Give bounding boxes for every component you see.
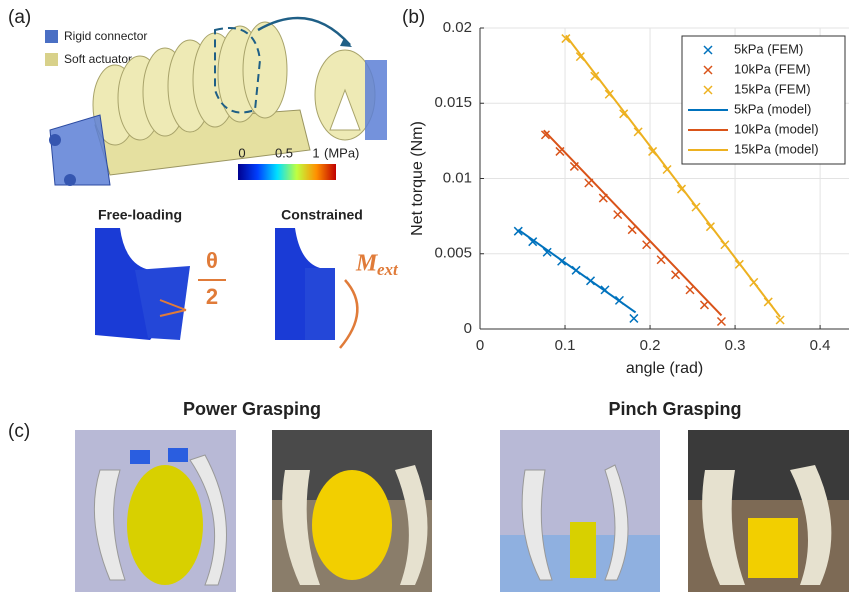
case-title: Constrained	[281, 207, 363, 223]
y-tick-label: 0.015	[434, 94, 472, 111]
y-tick-label: 0.02	[443, 19, 472, 36]
legend-label: 10kPa (model)	[734, 121, 819, 136]
y-tick-label: 0.01	[443, 169, 472, 186]
x-tick-label: 0	[476, 337, 484, 354]
photo-title: Pinch Grasping	[608, 399, 741, 419]
angle-denominator: 2	[206, 284, 218, 309]
x-tick-label: 0.2	[640, 337, 661, 354]
legend-label: 15kPa (FEM)	[734, 81, 811, 96]
colorbar-tick: 1	[312, 145, 319, 160]
legend-label: 5kPa (FEM)	[734, 41, 803, 56]
legend-label: 15kPa (model)	[734, 141, 819, 156]
panel-label: (c)	[8, 421, 30, 442]
legend-text: Soft actuator	[64, 52, 132, 66]
legend-text: Rigid connector	[64, 29, 147, 43]
panel-label: (b)	[402, 7, 425, 28]
photo	[688, 430, 849, 592]
x-tick-label: 0.1	[555, 337, 576, 354]
case-title: Free-loading	[98, 207, 182, 223]
colorbar-tick: 0	[238, 145, 245, 160]
colorbar	[238, 164, 336, 180]
photo	[272, 430, 432, 592]
x-axis-label: angle (rad)	[626, 360, 703, 377]
sim-image	[500, 430, 660, 592]
angle-numerator: θ	[206, 248, 218, 273]
legend: 5kPa (FEM) 10kPa (FEM) 15kPa (FEM) 5kPa (mo…	[682, 36, 845, 164]
moment-subscript: ext	[377, 260, 399, 279]
legend-label: 10kPa (FEM)	[734, 61, 811, 76]
y-tick-label: 0.005	[434, 245, 472, 262]
legend-label: 5kPa (model)	[734, 101, 811, 116]
x-tick-label: 0.3	[725, 337, 746, 354]
colorbar-tick: 0.5	[275, 145, 293, 160]
photo-title: Power Grasping	[183, 399, 321, 419]
colorbar-unit: (MPa)	[324, 145, 359, 160]
x-tick-label: 0.4	[810, 337, 831, 354]
legend-swatch	[45, 30, 58, 43]
sim-image	[75, 430, 236, 592]
y-axis-label: Net torque (Nm)	[409, 121, 426, 236]
y-tick-label: 0	[464, 320, 472, 337]
chart: 0 0.1 0.2 0.3 0.4 0 0.005 0.01 0.015 0.02 angle (r…	[409, 19, 849, 377]
page: {"panel_a": {"label": "(a)", "legend": […	[0, 0, 851, 598]
actuator-render	[49, 18, 387, 186]
figure: (a) Rigid connector Soft actuator 0 0.5 …	[0, 0, 851, 593]
moment-symbol: M	[355, 251, 379, 277]
panel-label: (a)	[8, 7, 31, 28]
legend-swatch	[45, 53, 58, 66]
